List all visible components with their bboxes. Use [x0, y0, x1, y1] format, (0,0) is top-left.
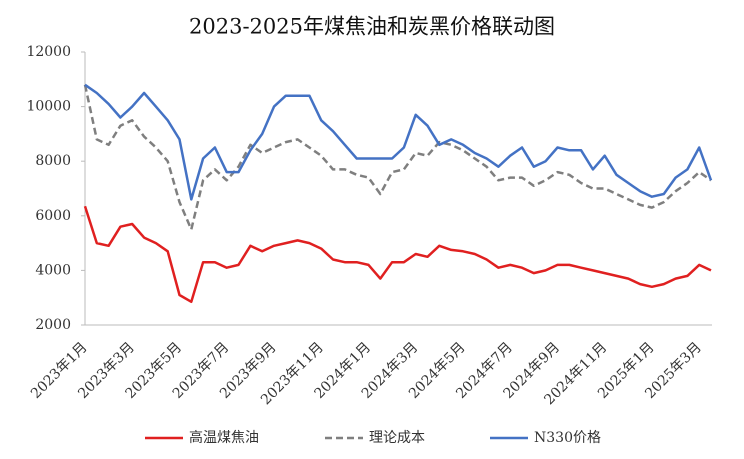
y-tick-label: 12000 — [26, 44, 71, 60]
y-tick-label: 8000 — [35, 153, 71, 169]
y-tick-label: 6000 — [35, 208, 71, 224]
y-tick-label: 4000 — [35, 262, 71, 278]
legend-label: N330价格 — [534, 430, 601, 446]
series-line — [84, 83, 713, 201]
y-tick-label: 10000 — [26, 99, 71, 115]
y-tick-label: 2000 — [35, 317, 71, 333]
legend-label: 高温煤焦油 — [189, 429, 259, 446]
series-line — [83, 205, 712, 304]
legend-label: 理论成本 — [369, 430, 425, 446]
series-line — [83, 84, 712, 231]
chart-title: 2023-2025年煤焦油和炭黑价格联动图 — [189, 15, 555, 39]
